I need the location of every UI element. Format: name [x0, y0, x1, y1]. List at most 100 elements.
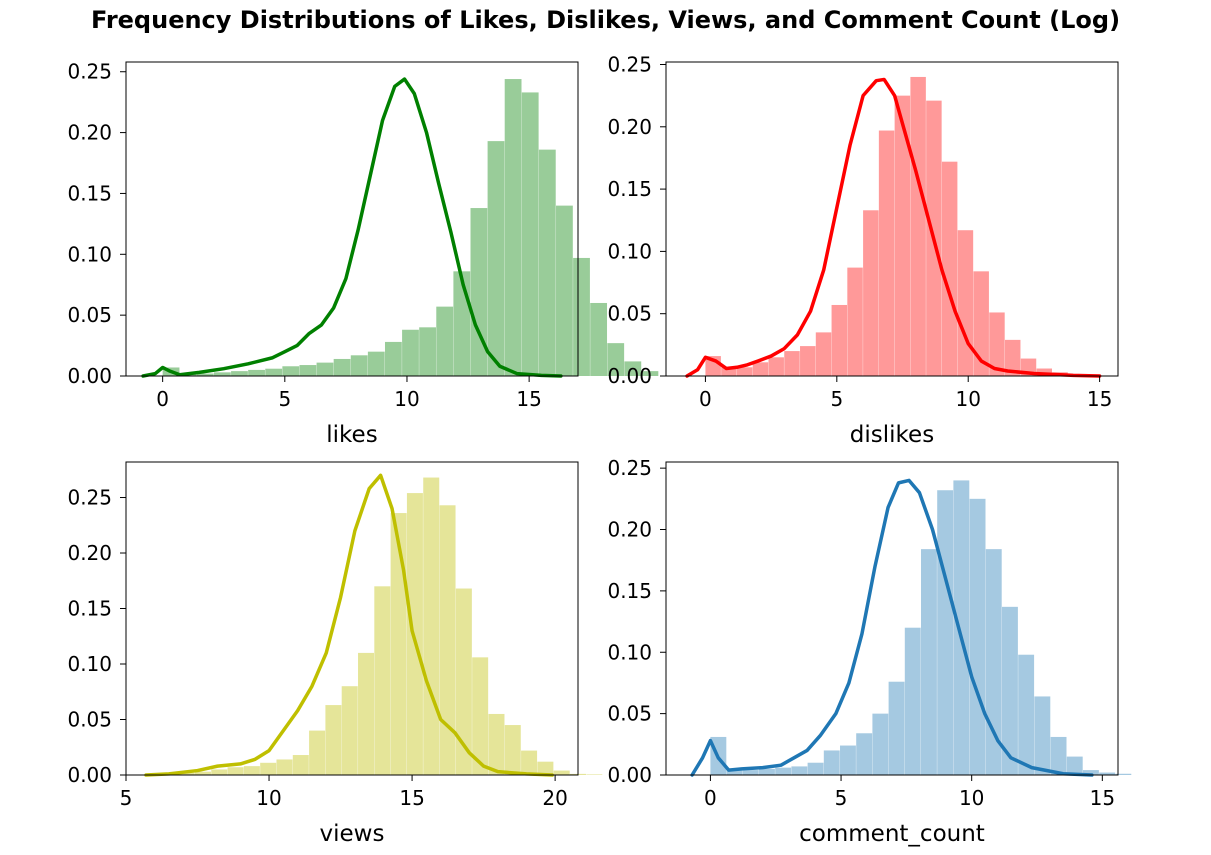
histogram-bar [815, 332, 832, 376]
histogram-bar [1082, 770, 1099, 775]
histogram-bar [831, 304, 848, 376]
histogram-bar [470, 208, 488, 376]
x-axis-label: views [320, 821, 385, 847]
chart-panel-likes: 0 5 10 15 0.00 0.05 0.10 0.15 0.20 0.25 likes [67, 60, 659, 448]
x-tick-label: 20 [542, 786, 567, 810]
histogram-bar [791, 766, 808, 775]
histogram-bar [537, 761, 554, 775]
y-tick-label: 0.25 [67, 486, 112, 510]
histogram-bar [265, 368, 283, 376]
chart-panel-dislikes: 0 5 10 15 0.00 0.05 0.10 0.15 0.20 0.25 dislikes [607, 52, 1119, 448]
y-tick-label: 0.10 [607, 239, 652, 263]
histogram-bar [1099, 772, 1116, 775]
histogram-bar [969, 498, 986, 775]
histogram-bar [736, 367, 753, 376]
histogram-bar [989, 312, 1005, 376]
y-tick-label: 0.10 [607, 640, 652, 664]
x-tick-label: 0 [704, 786, 717, 810]
histogram-bar [276, 759, 293, 775]
x-tick-label: 5 [835, 786, 848, 810]
histogram-bar [406, 493, 423, 775]
histogram-bar [624, 361, 642, 376]
histogram-bar [573, 257, 590, 376]
y-tick-label: 0.25 [607, 456, 652, 480]
x-tick-label: 0 [156, 387, 169, 411]
y-tick-label: 0.05 [67, 303, 112, 327]
histogram-bar [402, 329, 419, 376]
histogram-bar [888, 681, 905, 775]
y-tick-label: 0.05 [67, 708, 112, 732]
histogram-bar [1115, 773, 1132, 775]
histogram-bar [350, 355, 368, 376]
y-tick-label: 0.10 [67, 652, 112, 676]
histogram-bar [316, 362, 334, 376]
histogram-bar [941, 161, 958, 376]
histogram-bar [299, 365, 317, 376]
histogram-bar [1018, 654, 1035, 775]
histogram-bar [863, 210, 879, 376]
histogram-bar [807, 762, 824, 775]
histogram-bar [325, 705, 342, 775]
kde-line [690, 478, 1094, 777]
y-tick-label: 0.20 [67, 541, 112, 565]
histogram-bar [358, 652, 375, 775]
histogram-bar [260, 762, 277, 775]
histogram-bar [910, 76, 926, 376]
histogram-bar [840, 745, 856, 775]
x-tick-label: 10 [959, 786, 984, 810]
x-tick-label: 0 [699, 387, 712, 411]
histogram-bar [248, 369, 265, 376]
histogram-bar [538, 149, 556, 376]
histogram-bar [721, 367, 737, 376]
histogram-bar [504, 79, 522, 376]
histogram-bar [759, 768, 775, 775]
histogram-bar [784, 351, 800, 376]
chart-panel-comment-count: 0 5 10 15 0.00 0.05 0.10 0.15 0.20 0.25 comment_co… [607, 456, 1132, 847]
x-axis-label: comment_count [799, 821, 985, 847]
histogram-bar [472, 657, 489, 775]
y-tick-label: 0.00 [607, 763, 652, 787]
y-tick-label: 0.00 [607, 364, 652, 388]
x-tick-label: 10 [394, 387, 419, 411]
histogram-bar [553, 770, 570, 775]
y-tick-label: 0.15 [607, 579, 652, 603]
histogram-bar [227, 767, 244, 775]
y-tick-label: 0.20 [607, 518, 652, 542]
histogram-bar [419, 327, 436, 376]
histogram-bar [504, 725, 521, 775]
histogram-bar [1005, 339, 1021, 376]
x-tick-label: 10 [955, 387, 980, 411]
axes-frame [125, 61, 579, 377]
y-tick-label: 0.00 [67, 364, 112, 388]
histogram-bar [904, 627, 921, 775]
y-tick-label: 0.15 [67, 597, 112, 621]
histogram-bar [374, 586, 391, 775]
histogram-bar [1034, 696, 1051, 775]
y-tick-label: 0.25 [607, 52, 652, 76]
x-axis-label: likes [326, 422, 377, 448]
histogram-bar [487, 141, 505, 376]
y-tick-label: 0.20 [67, 121, 112, 145]
histogram-bar [957, 230, 974, 376]
histogram-bar [768, 357, 784, 376]
histogram-bar [196, 373, 214, 376]
histogram-bar [823, 750, 840, 775]
x-tick-label: 5 [278, 387, 291, 411]
histogram-bar [213, 372, 231, 376]
kde-line [685, 77, 1102, 378]
histogram-bar [726, 770, 743, 775]
x-tick-label: 10 [256, 786, 281, 810]
y-tick-label: 0.00 [67, 763, 112, 787]
histogram-bar [878, 130, 895, 376]
histogram-bar [231, 371, 248, 376]
x-tick-label: 5 [830, 387, 843, 411]
histogram-bar [243, 766, 260, 775]
histogram-bar [436, 306, 454, 376]
axes-frame [125, 461, 579, 776]
histogram-bar [341, 686, 358, 775]
histogram-bar [894, 95, 911, 377]
histogram-bar [194, 771, 211, 775]
histogram-bar [521, 92, 539, 376]
histogram-bar [333, 358, 351, 376]
histogram-bar [309, 730, 326, 775]
